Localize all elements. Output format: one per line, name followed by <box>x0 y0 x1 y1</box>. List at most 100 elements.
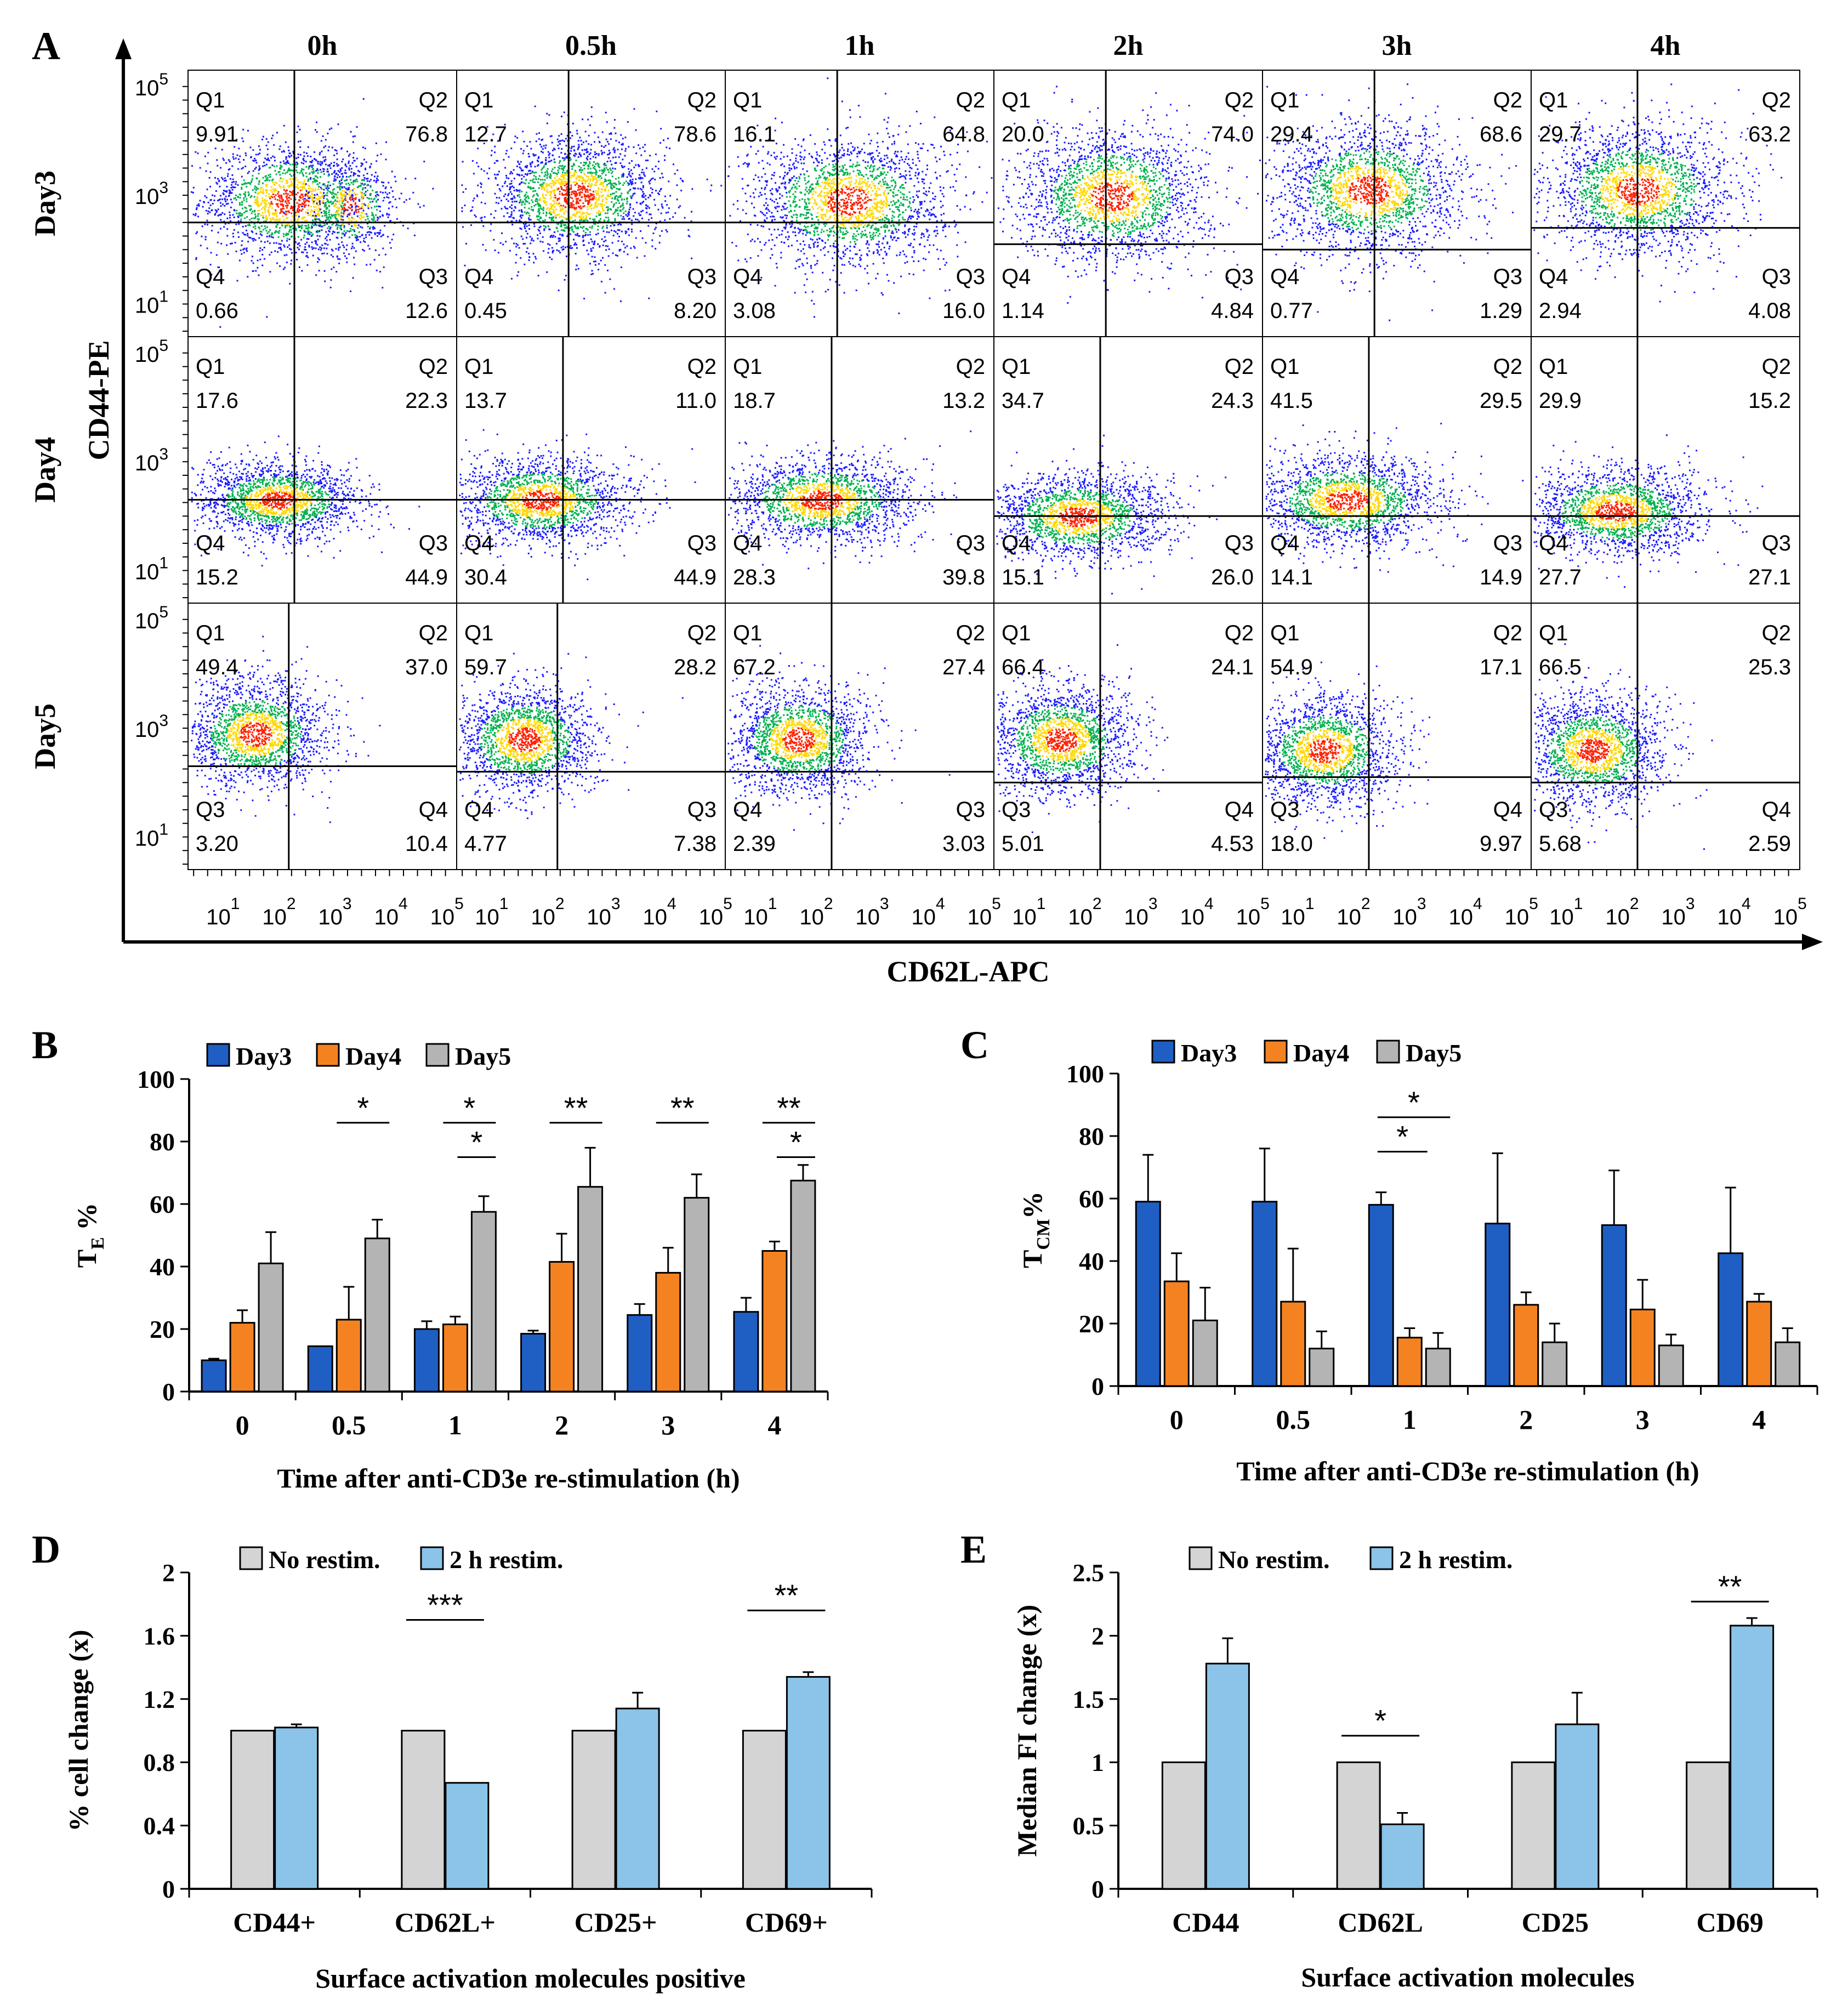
a-event-dot <box>268 207 270 208</box>
a-x-tick-exp: 1 <box>1574 895 1583 913</box>
a-event-dot <box>279 212 281 214</box>
a-y-axis-arrow <box>115 38 132 59</box>
a-event-dot <box>303 155 305 157</box>
a-y-tick-exp: 5 <box>159 337 168 355</box>
a-event-dot <box>243 159 244 161</box>
a-x-tick-label: 103 <box>587 895 620 929</box>
a-event-dot <box>291 175 292 177</box>
a-event-dot <box>331 224 333 225</box>
a-event-dot <box>258 166 260 167</box>
a-event-dot <box>251 212 253 214</box>
a-event-dot <box>297 211 299 213</box>
a-event-dot <box>377 175 378 177</box>
a-event-dot <box>195 214 196 216</box>
a-event-dot <box>311 171 313 173</box>
a-event-dot <box>266 316 268 318</box>
a-event-dot <box>223 226 225 228</box>
a-event-dot <box>193 187 195 189</box>
a-event-dot <box>303 183 305 185</box>
a-x-tick-label: 102 <box>1337 895 1370 929</box>
a-event-dot <box>289 283 291 285</box>
a-event-dot <box>233 198 235 200</box>
a-event-dot <box>312 190 314 192</box>
a-event-dot <box>350 291 351 292</box>
a-event-dot <box>287 234 289 235</box>
a-event-dot <box>306 264 308 266</box>
a-event-dot <box>303 151 305 153</box>
a-event-dot <box>301 270 303 271</box>
a-event-dot <box>319 182 321 184</box>
a-event-dot <box>241 187 242 189</box>
a-event-dot <box>299 230 301 231</box>
a-event-dot <box>196 208 197 210</box>
a-event-dot <box>237 168 239 170</box>
a-event-dot <box>281 240 283 242</box>
a-event-dot <box>289 195 291 196</box>
a-x-tick-label: 105 <box>699 895 732 929</box>
a-event-dot <box>317 257 319 259</box>
a-event-dot <box>318 195 320 197</box>
a-event-dot <box>285 201 286 203</box>
a-y-tick-exp: 5 <box>159 70 168 88</box>
a-event-dot <box>274 182 276 184</box>
a-event-dot <box>320 169 321 171</box>
a-event-dot <box>283 233 285 235</box>
a-x-axis-label: CD62L-APC <box>887 955 1050 988</box>
a-event-dot <box>351 171 352 173</box>
a-event-dot <box>253 218 255 219</box>
a-event-dot <box>295 228 297 229</box>
a-event-dot <box>313 225 315 226</box>
a-event-dot <box>229 214 231 216</box>
a-event-dot <box>323 253 325 254</box>
a-event-dot <box>396 207 397 208</box>
a-event-dot <box>380 154 382 155</box>
a-event-dot <box>317 170 319 172</box>
a-event-dot <box>203 201 204 203</box>
a-event-dot <box>240 197 241 198</box>
a-event-dot <box>216 254 218 256</box>
a-col-label-1h: 1h <box>845 30 875 61</box>
a-x-tick-label: 105 <box>968 895 1001 929</box>
a-event-dot <box>328 214 330 215</box>
a-event-dot <box>336 173 337 174</box>
a-event-dot <box>280 178 282 179</box>
a-event-dot <box>292 215 293 217</box>
a-event-dot <box>305 255 307 257</box>
a-event-dot <box>311 196 313 198</box>
a-event-dot <box>195 258 197 260</box>
a-event-dot <box>286 183 288 184</box>
a-event-dot <box>237 184 239 186</box>
a-event-dot <box>212 203 214 205</box>
a-event-dot <box>344 186 345 188</box>
a-x-tick-label: 101 <box>743 895 777 929</box>
a-event-dot <box>264 241 266 243</box>
a-x-tick-base: 10 <box>1449 905 1474 929</box>
a-x-tick-label: 104 <box>643 895 676 929</box>
a-y-tick-label: 105 <box>135 70 168 100</box>
a-event-dot <box>300 186 302 188</box>
a-event-dot <box>193 214 195 215</box>
a-event-dot <box>383 200 384 202</box>
a-x-tick-label: 103 <box>855 895 889 929</box>
a-event-dot <box>207 224 208 225</box>
a-event-dot <box>325 156 326 158</box>
a-x-tick-base: 10 <box>1281 905 1305 929</box>
a-event-dot <box>321 171 322 173</box>
a-event-dot <box>220 205 222 207</box>
a-event-dot <box>308 146 309 148</box>
a-event-dot <box>297 208 299 209</box>
a-event-dot <box>259 149 261 151</box>
a-event-dot <box>271 138 272 139</box>
a-event-dot <box>208 211 209 212</box>
a-event-dot <box>253 240 254 242</box>
a-event-dot <box>269 236 270 237</box>
a-event-dot <box>232 236 234 237</box>
a-x-tick-exp: 1 <box>231 895 240 913</box>
a-x-tick-exp: 3 <box>1148 895 1158 913</box>
a-event-dot <box>236 251 237 252</box>
a-event-dot <box>247 276 248 277</box>
a-event-dot <box>291 155 292 156</box>
a-event-dot <box>278 243 280 245</box>
a-event-dot <box>306 252 308 253</box>
a-event-dot <box>251 260 253 262</box>
